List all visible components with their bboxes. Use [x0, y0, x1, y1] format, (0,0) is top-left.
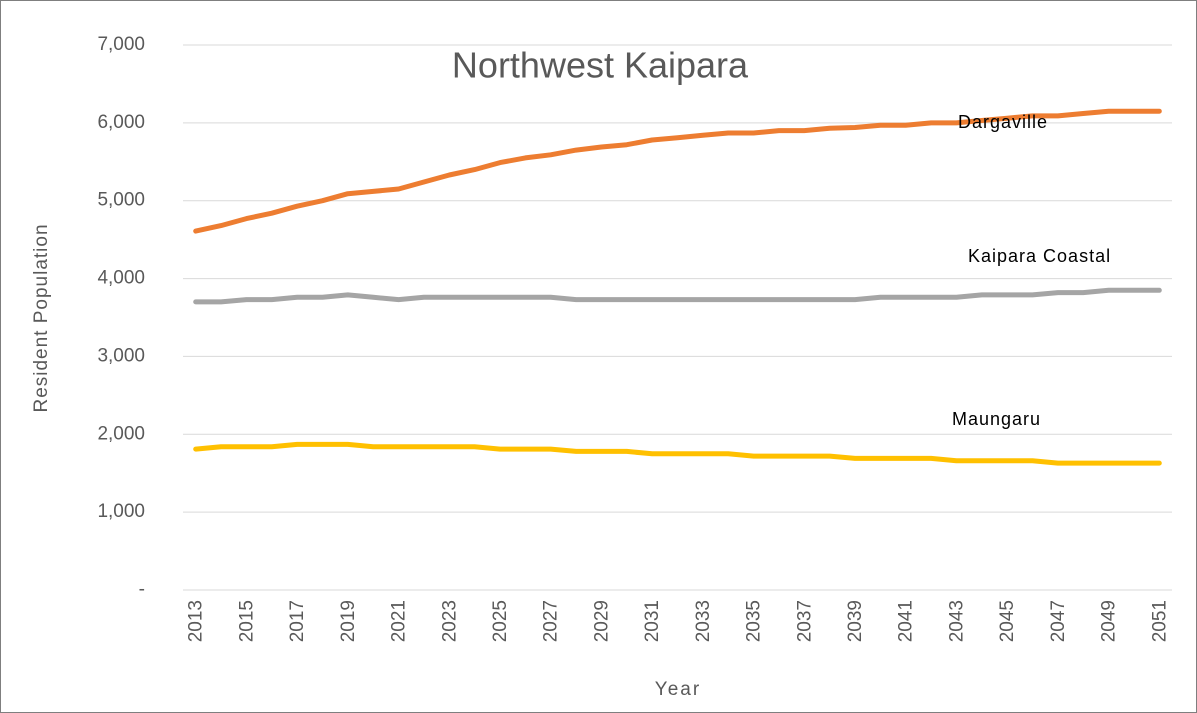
x-tick-label: 2049	[1099, 600, 1120, 642]
y-tick-label: 7,000	[97, 34, 145, 55]
x-tick-label: 2015	[236, 600, 257, 642]
x-tick-label: 2021	[389, 600, 410, 642]
x-tick-label: 2047	[1048, 600, 1069, 642]
x-tick-label: 2039	[845, 600, 866, 642]
y-tick-label: 6,000	[97, 112, 145, 133]
chart-title: Northwest Kaipara	[452, 45, 749, 86]
series-line	[193, 287, 1162, 305]
x-axis-label: Year	[655, 679, 701, 700]
y-tick-label: 3,000	[97, 345, 145, 366]
series-line	[193, 441, 1162, 466]
y-tick-label: 2,000	[97, 423, 145, 444]
x-tick-label: 2031	[642, 600, 663, 642]
x-tick-label: 2017	[287, 600, 308, 642]
x-tick-label: 2043	[946, 600, 967, 642]
series-line	[193, 108, 1162, 234]
y-tick-label: -	[139, 579, 145, 600]
series-label: Kaipara Coastal	[968, 246, 1111, 266]
x-tick-label: 2023	[439, 600, 460, 642]
y-axis-label: Resident Population	[31, 223, 52, 412]
x-tick-label: 2037	[794, 600, 815, 642]
y-tick-label: 1,000	[97, 501, 145, 522]
x-tick-label: 2025	[490, 600, 511, 642]
x-tick-label: 2035	[744, 600, 765, 642]
x-tick-label: 2041	[896, 600, 917, 642]
y-tick-label: 5,000	[97, 190, 145, 211]
x-tick-label: 2019	[338, 600, 359, 642]
x-tick-label: 2051	[1149, 600, 1170, 642]
y-tick-label: 4,000	[97, 268, 145, 289]
x-tick-label: 2029	[591, 600, 612, 642]
x-tick-label: 2013	[186, 600, 207, 642]
x-tick-label: 2027	[541, 600, 562, 642]
series-label: Maungaru	[952, 409, 1041, 429]
series-label: Dargaville	[958, 112, 1048, 132]
x-tick-label: 2033	[693, 600, 714, 642]
x-tick-label: 2045	[997, 600, 1018, 642]
